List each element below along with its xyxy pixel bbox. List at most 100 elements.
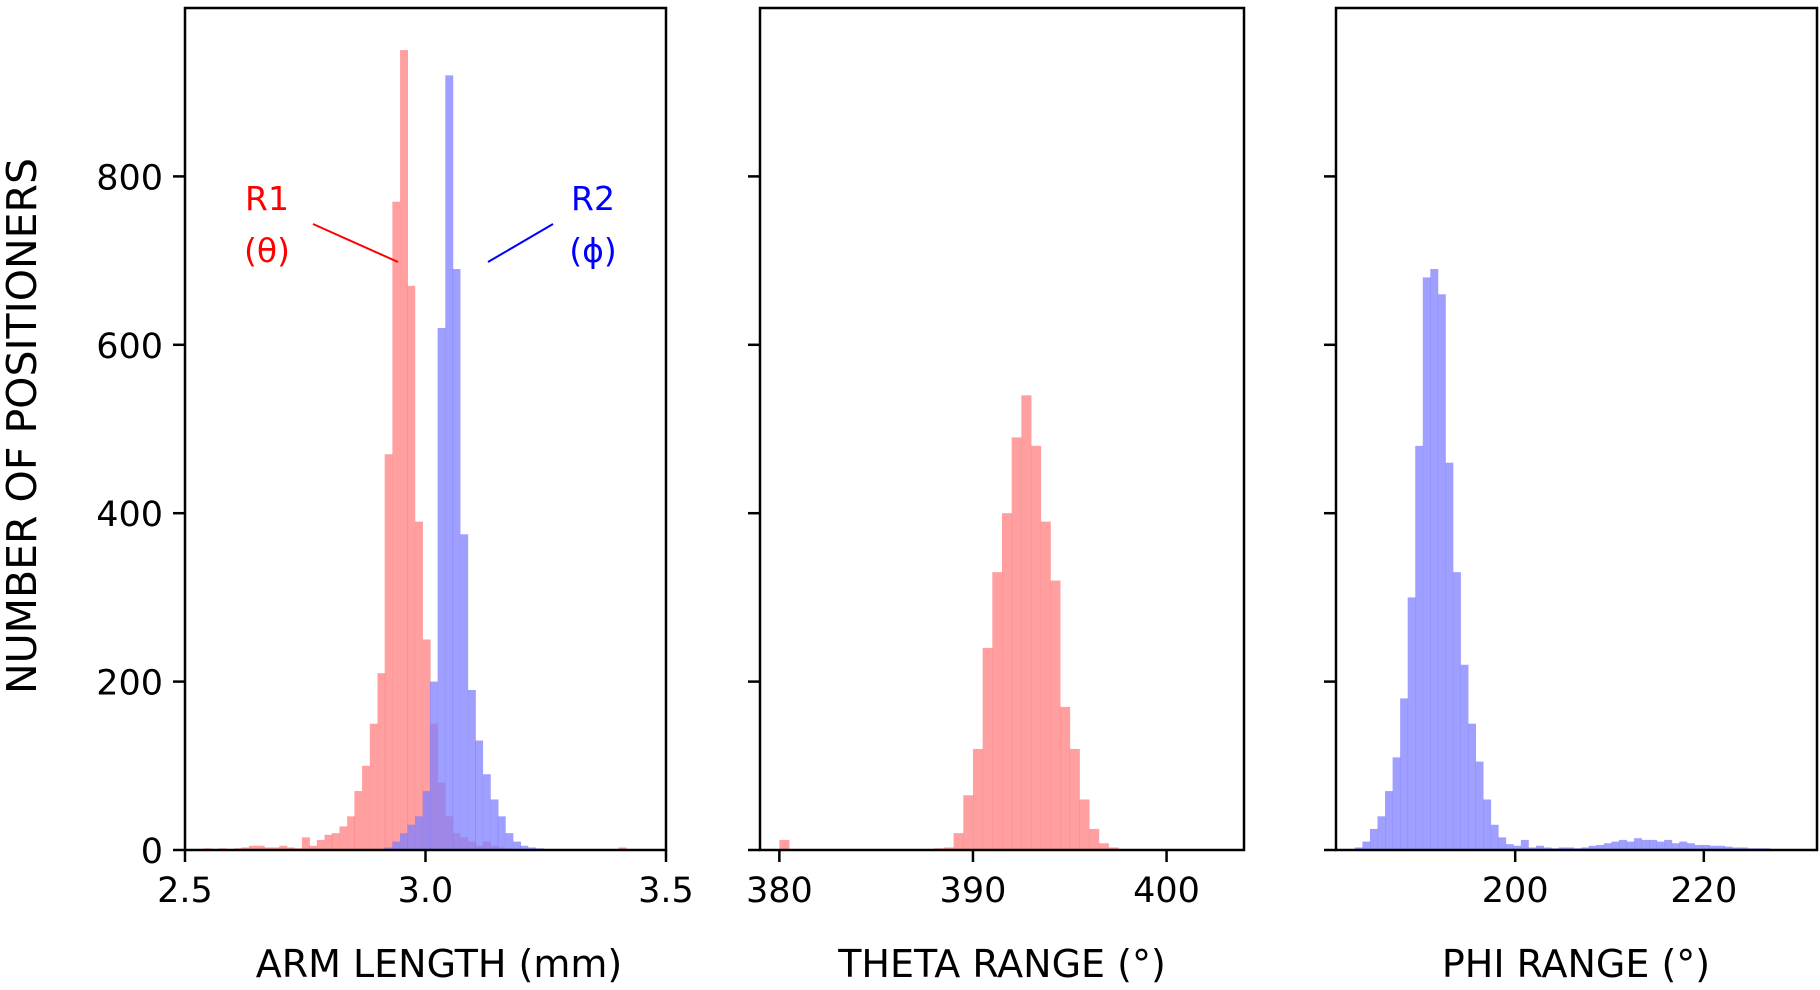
phi-range-bars <box>1354 269 1778 850</box>
arm-r2-bar <box>490 799 499 850</box>
arm-ytick-label: 400 <box>96 495 163 535</box>
phi-r2-bar <box>1415 445 1424 850</box>
arm-r2-bar <box>437 327 446 851</box>
r1-annotation-label: R1 <box>245 179 289 218</box>
arm-r1-bar <box>400 50 409 851</box>
phi-r2-bar <box>1694 844 1703 850</box>
arm-r2-bar <box>384 847 393 850</box>
theta-r1-bar <box>1060 706 1071 850</box>
arm-r2-bar <box>513 841 522 850</box>
phi-r2-bar <box>1739 847 1748 850</box>
arm-r1-bar <box>301 837 310 850</box>
phi-r2-bar <box>1385 791 1393 850</box>
arm-r2-bar <box>429 681 438 850</box>
r2-annotation-label: R2 <box>571 179 615 218</box>
phi-r2-bar <box>1701 844 1710 850</box>
arm-r1-bar <box>362 765 371 850</box>
phi-r2-bar <box>1649 839 1658 850</box>
arm-ytick-label: 200 <box>96 664 163 704</box>
theta-axes-frame <box>758 6 1246 852</box>
phi-r2-bar <box>1543 847 1552 850</box>
arm-ytick-label: 600 <box>96 327 163 367</box>
phi-r2-bar <box>1437 294 1446 850</box>
phi-r2-bar <box>1460 664 1469 850</box>
phi-r2-bar <box>1732 847 1741 850</box>
arm-r2-bar <box>392 841 401 850</box>
arm-r1-bar <box>384 454 393 850</box>
r1-annotation-line <box>312 223 399 263</box>
theta-r1-bar <box>943 847 954 850</box>
theta-range-xlabel: THETA RANGE (°) <box>837 942 1166 986</box>
arm-length-axes: 0 200 400 600 800 2.5 3.0 3.5 <box>96 6 694 911</box>
phi-r2-bar <box>1709 845 1718 850</box>
arm-r2-bar <box>460 534 469 850</box>
arm-r1-bar <box>414 521 423 850</box>
phi-r2-bar <box>1498 837 1507 850</box>
phi-r2-bar <box>1588 845 1597 850</box>
arm-r1-bar <box>263 847 272 850</box>
phi-r2-bar <box>1400 698 1409 850</box>
arm-r1-bar <box>271 847 280 850</box>
arm-r1-bar <box>339 826 348 850</box>
theta-r1-bar <box>1098 843 1109 850</box>
arm-xtick-label: 3.0 <box>398 871 454 911</box>
phi-r2-bar <box>1354 847 1363 850</box>
theta-r1-bar <box>1021 395 1032 850</box>
phi-r2-bar <box>1717 845 1725 850</box>
phi-r2-bar <box>1362 841 1371 850</box>
phi-r2-bar <box>1520 839 1529 850</box>
phi-r2-bar <box>1490 824 1499 850</box>
arm-r1-bar <box>354 791 363 850</box>
arm-r1-bar <box>331 833 340 850</box>
arm-r1-bar <box>392 201 401 850</box>
theta-xtick-label: 380 <box>746 871 813 911</box>
r2-annotation-symbol: (ϕ) <box>569 231 617 270</box>
phi-xtick-label: 200 <box>1482 871 1549 911</box>
phi-r2-bar <box>1505 844 1514 850</box>
phi-r2-bar <box>1603 843 1612 850</box>
phi-r2-bar <box>1581 847 1590 850</box>
theta-r1-bar <box>972 748 984 850</box>
theta-r1-bar <box>779 839 790 850</box>
arm-r1-bar <box>241 847 250 850</box>
arm-r1-bar <box>422 639 431 850</box>
phi-r2-bar <box>1558 847 1567 850</box>
phi-r2-bar <box>1641 839 1650 850</box>
phi-r2-bar <box>1596 844 1605 850</box>
phi-r2-bar <box>1566 847 1575 850</box>
phi-range-panel: 200 220 PHI RANGE (°) <box>1324 6 1819 986</box>
phi-r2-bar <box>1664 839 1673 850</box>
phi-r2-bar <box>1452 572 1461 850</box>
arm-ytick-label: 0 <box>141 832 163 872</box>
arm-length-bars <box>203 50 627 851</box>
arm-r2-bar <box>414 816 423 850</box>
phi-r2-bar <box>1686 843 1695 850</box>
arm-r1-bar <box>316 839 325 850</box>
phi-r2-bar <box>1611 841 1620 850</box>
arm-r2-bar <box>467 690 476 850</box>
phi-r2-bar <box>1430 269 1439 850</box>
arm-r1-bar <box>309 845 318 850</box>
arm-r1-bar <box>369 723 378 850</box>
arm-length-annotations: R1 (θ) R2 (ϕ) <box>244 179 617 270</box>
phi-range-axes: 200 220 <box>1324 6 1819 911</box>
arm-r1-bar <box>407 285 416 850</box>
phi-r2-bar <box>1656 841 1665 850</box>
theta-r1-bar <box>1089 828 1100 850</box>
theta-r1-bar <box>1011 437 1022 850</box>
theta-r1-bar <box>1069 748 1080 850</box>
r2-annotation-line <box>487 223 554 263</box>
arm-r2-bar <box>445 75 454 851</box>
phi-r2-bar <box>1724 846 1733 850</box>
phi-r2-bar <box>1513 845 1522 850</box>
arm-r1-bar <box>324 834 333 850</box>
arm-r1-bar <box>249 845 257 850</box>
phi-r2-bar <box>1634 838 1642 850</box>
phi-r2-bar <box>1392 757 1401 850</box>
arm-r2-bar <box>475 740 484 850</box>
phi-r2-bar <box>1407 597 1416 850</box>
arm-r1-bar <box>377 673 386 850</box>
theta-r1-bar <box>1050 580 1061 850</box>
phi-r2-bar <box>1445 462 1454 850</box>
